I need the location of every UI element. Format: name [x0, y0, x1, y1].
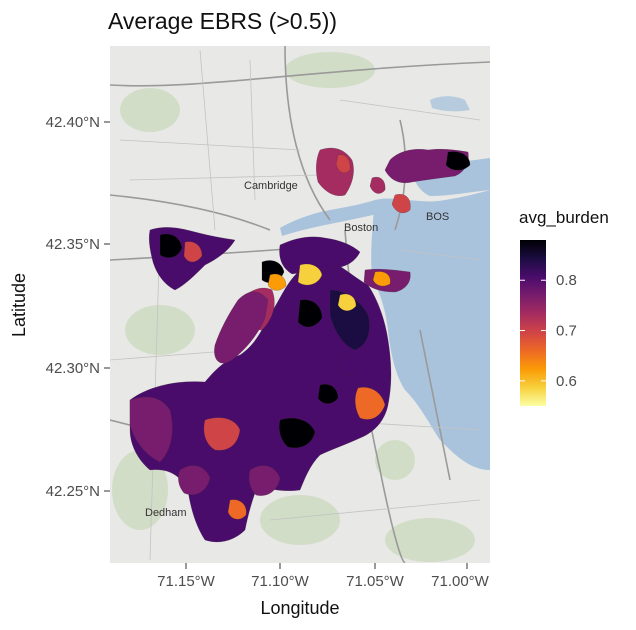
- tract-region-southeast: [355, 387, 386, 420]
- legend-colorbar: [520, 240, 546, 406]
- tract-polygons: [129, 147, 471, 543]
- tract-region-backbay-2: [297, 263, 323, 286]
- tract-region-west: [129, 396, 173, 463]
- place-label-boston: Boston: [344, 222, 378, 234]
- y-tick-label: 42.40°N: [46, 114, 100, 131]
- y-tick-label: 42.25°N: [46, 483, 100, 500]
- tract-region-fenway: [267, 273, 287, 291]
- tract-region-downtown: [279, 236, 361, 275]
- tract-region-southboston-2: [372, 271, 391, 287]
- place-label-cambridge: Cambridge: [244, 180, 298, 192]
- tract-region-allston-3: [183, 241, 203, 263]
- place-label-dedham: Dedham: [145, 507, 187, 519]
- tract-region-roslindale: [203, 417, 241, 451]
- y-tick-label: 42.30°N: [46, 360, 100, 377]
- tract-region-dorchester-2: [337, 354, 361, 377]
- tract-region-mattapan: [279, 417, 316, 448]
- x-axis-title: Longitude: [260, 598, 339, 618]
- tract-region-eastboston-3: [391, 194, 411, 214]
- tract-region-roxbury: [297, 299, 323, 328]
- legend-tick-label: 0.6: [556, 373, 577, 390]
- legend-tick-label: 0.8: [556, 272, 577, 289]
- tract-region-hydepark: [248, 465, 281, 496]
- x-axis: 71.15°W 71.10°W 71.05°W 71.00°W: [157, 563, 490, 590]
- tract-region-seaport: [337, 293, 357, 311]
- x-tick-label: 71.05°W: [346, 573, 405, 590]
- tract-region-southend: [214, 291, 269, 364]
- tract-region-riverside: [227, 499, 247, 520]
- y-axis: 42.40°N 42.35°N 42.30°N 42.25°N: [46, 114, 110, 500]
- legend-title: avg_burden: [519, 208, 609, 227]
- y-tick-label: 42.35°N: [46, 236, 100, 253]
- x-tick-label: 71.00°W: [431, 573, 490, 590]
- tract-region-dorchester-3: [317, 384, 339, 404]
- basemap-water: [280, 96, 490, 470]
- tract-region-charlestown-2: [335, 154, 351, 174]
- x-tick-label: 71.15°W: [157, 573, 216, 590]
- x-tick-label: 71.10°W: [251, 573, 310, 590]
- tract-region-westroxbury: [178, 465, 211, 495]
- tract-region-winthrop-edge: [369, 177, 386, 194]
- place-label-airport: BOS: [426, 211, 449, 223]
- chart-title: Average EBRS (>0.5)): [108, 8, 338, 34]
- legend-tick-label: 0.7: [556, 323, 577, 340]
- legend-ticks: 0.8 0.7 0.6: [520, 272, 577, 390]
- basemap-parks: [112, 52, 475, 562]
- legend: avg_burden 0.8 0.7 0.6: [519, 208, 609, 406]
- tract-region-eastboston-2: [445, 151, 471, 171]
- tract-region-allston-2: [159, 233, 183, 258]
- y-axis-title: Latitude: [9, 273, 29, 337]
